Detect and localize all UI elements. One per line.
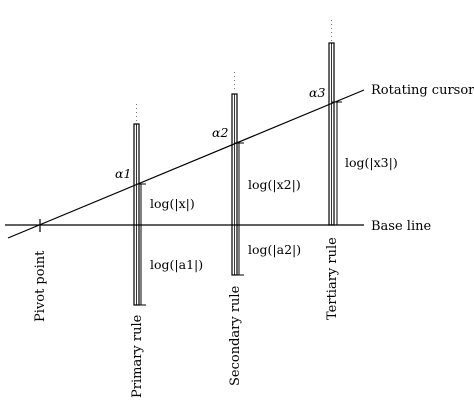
bracket-log-a1 (136, 225, 146, 306)
alpha3-label: α3 (309, 85, 325, 100)
log-x-label: log(|x|) (150, 196, 195, 211)
rotating-cursor-line (7, 89, 365, 239)
bracket-log-x (136, 183, 146, 226)
log-x3-label: log(|x3|) (345, 155, 398, 170)
rotating-cursor-label: Rotating cursor (371, 83, 474, 98)
log-a2-label: log(|a2|) (248, 242, 301, 257)
log-a1-label: log(|a1|) (150, 257, 203, 272)
secondary-rule-label: Secondary rule (228, 285, 243, 386)
tertiary-rule-label: Tertiary rule (325, 237, 340, 320)
bracket-log-x3 (332, 101, 342, 226)
primary-rule-label: Primary rule (130, 314, 145, 398)
pivot-point-label: Pivot point (33, 250, 48, 322)
tertiary-rule (328, 20, 335, 226)
log-x2-label: log(|x2|) (248, 177, 301, 192)
secondary-rule (231, 72, 238, 276)
alpha1-label: α1 (115, 166, 131, 181)
bracket-log-x2 (234, 142, 244, 226)
alpha2-label: α2 (212, 125, 228, 140)
bracket-log-a2 (234, 225, 244, 276)
base-line-label: Base line (371, 219, 431, 234)
primary-rule (133, 104, 140, 306)
